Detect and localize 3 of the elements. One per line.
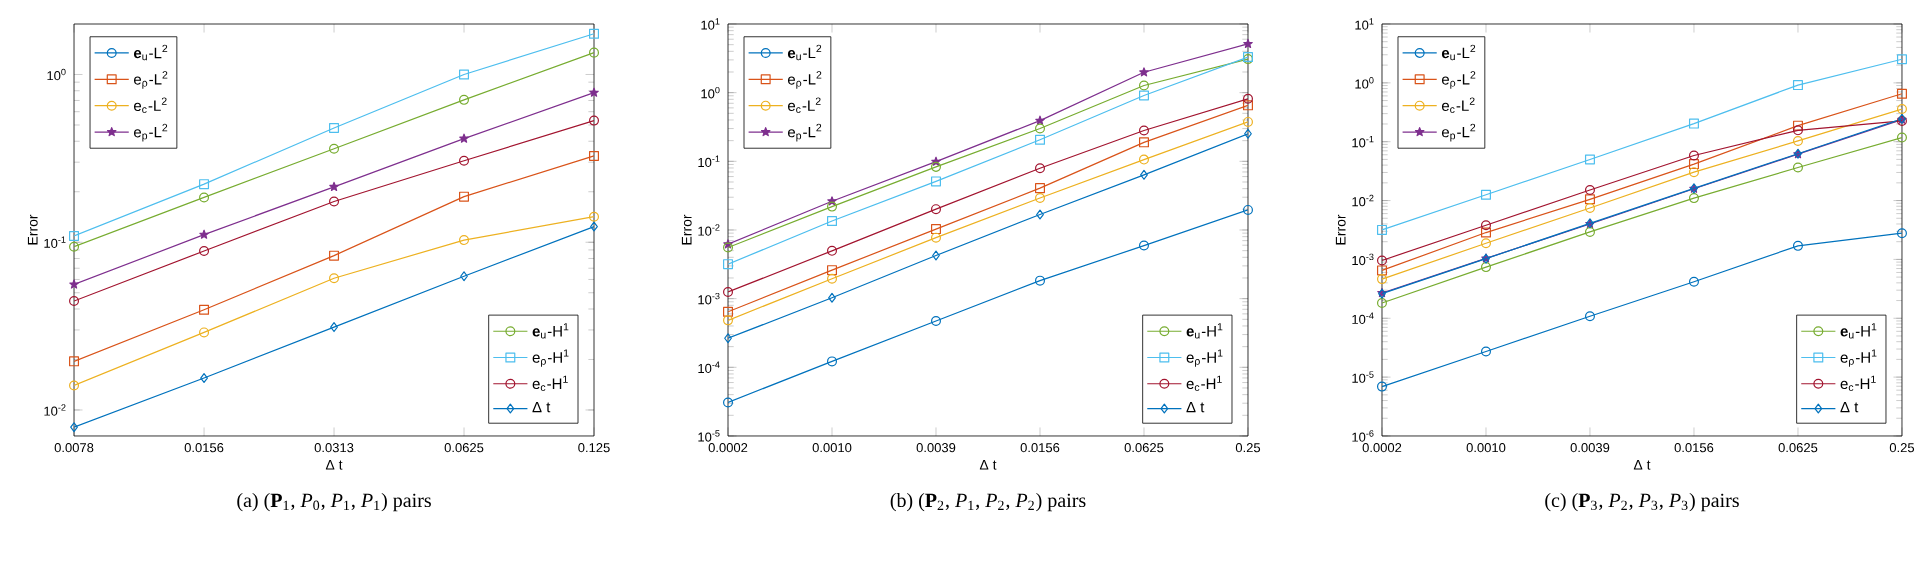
text: (b) (P$_{2}$, P$_{1}$, P$_{2}$, P$_{2}$) pairs xyxy=(890,493,1086,512)
text: (c) (P$_{3}$, P$_{2}$, P$_{3}$, P$_{3}$) pairs xyxy=(1545,493,1739,512)
text: (a) (P$_{1}$, P$_{0}$, P$_{1}$, P$_{1}$) pairs xyxy=(237,493,431,512)
